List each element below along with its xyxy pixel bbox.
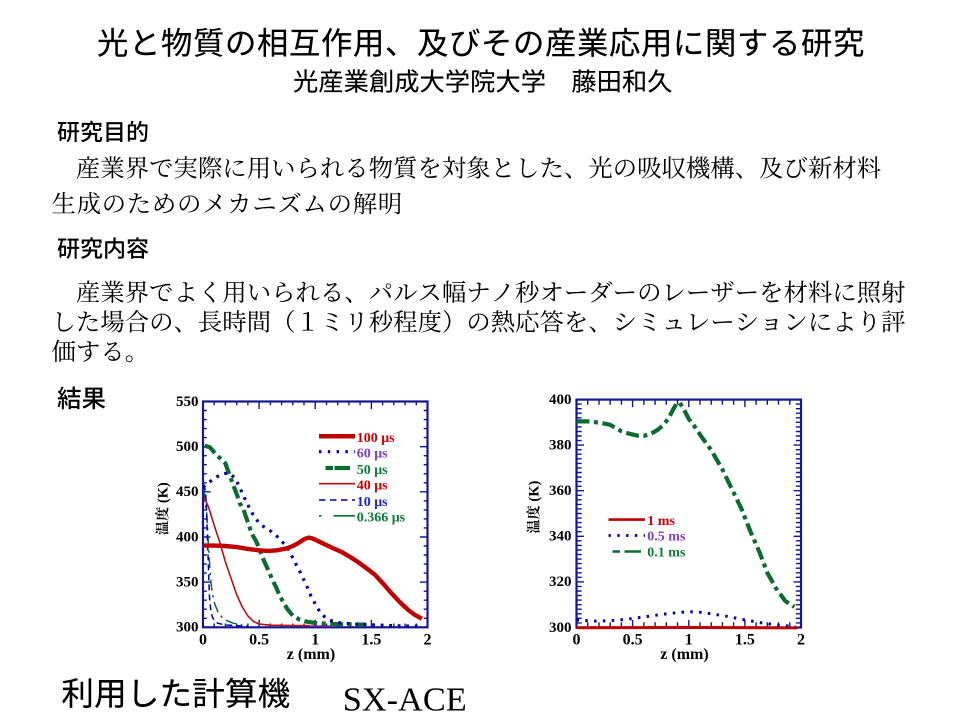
svg-text:0.5: 0.5 <box>623 631 643 648</box>
svg-text:450: 450 <box>176 484 199 500</box>
svg-text:SX-ACE: SX-ACE <box>343 681 467 719</box>
svg-text:0: 0 <box>573 631 581 648</box>
svg-text:z (mm): z (mm) <box>287 646 335 663</box>
svg-text:0.5 ms: 0.5 ms <box>647 530 686 545</box>
svg-text:320: 320 <box>549 574 572 590</box>
svg-text:z (mm): z (mm) <box>660 646 708 663</box>
svg-text:2: 2 <box>424 631 432 648</box>
svg-text:1.5: 1.5 <box>361 631 381 648</box>
svg-text:10 μs: 10 μs <box>357 495 388 510</box>
svg-text:400: 400 <box>549 392 572 408</box>
svg-text:0.1 ms: 0.1 ms <box>647 546 686 561</box>
svg-text:0.366 μs: 0.366 μs <box>357 511 406 526</box>
svg-text:60 μs: 60 μs <box>357 447 388 462</box>
svg-text:340: 340 <box>549 529 572 545</box>
svg-text:1 ms: 1 ms <box>647 514 675 529</box>
svg-text:350: 350 <box>176 574 199 590</box>
svg-text:400: 400 <box>176 529 199 545</box>
svg-text:1: 1 <box>685 631 693 648</box>
svg-text:360: 360 <box>549 483 572 499</box>
svg-text:2: 2 <box>797 631 805 648</box>
svg-text:1.5: 1.5 <box>735 631 755 648</box>
svg-text:1: 1 <box>311 631 319 648</box>
svg-text:500: 500 <box>176 439 199 455</box>
svg-text:0.5: 0.5 <box>249 631 269 648</box>
svg-text:40 μs: 40 μs <box>357 479 388 494</box>
svg-text:550: 550 <box>176 394 199 410</box>
svg-text:300: 300 <box>549 620 572 636</box>
svg-text:0: 0 <box>199 631 207 648</box>
svg-text:(K): (K) <box>527 480 543 505</box>
svg-text:380: 380 <box>549 437 572 453</box>
svg-text:300: 300 <box>176 620 199 636</box>
svg-text:50 μs: 50 μs <box>357 463 388 478</box>
svg-text:100 μs: 100 μs <box>357 431 395 446</box>
svg-text:(K): (K) <box>155 482 171 507</box>
